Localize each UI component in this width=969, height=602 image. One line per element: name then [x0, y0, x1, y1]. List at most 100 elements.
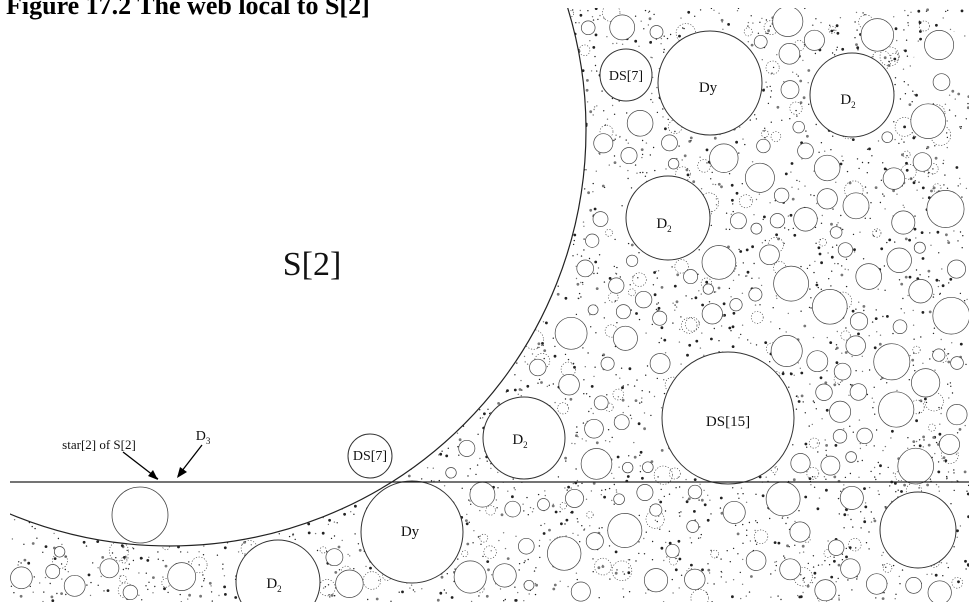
dust-dot [641, 476, 644, 480]
dust-dot [634, 15, 637, 17]
dust-dot [938, 280, 940, 282]
dotted-ring [710, 549, 719, 559]
dust-dot [328, 594, 330, 596]
dust-dot [890, 437, 892, 439]
small-disk [839, 485, 864, 510]
dust-dot [738, 274, 740, 276]
dust-dot [927, 269, 931, 273]
dust-dot [749, 119, 751, 121]
dust-dot [946, 477, 948, 479]
dust-dot [513, 388, 517, 392]
dotted-ring [681, 317, 698, 334]
dust-dot [639, 450, 643, 454]
dust-dot [701, 303, 704, 307]
dust-dot [56, 592, 58, 595]
dust-dot [753, 262, 755, 265]
dust-dot [725, 228, 727, 230]
dust-dot [585, 169, 587, 171]
dotted-ring [765, 60, 780, 75]
dust-dot [576, 282, 580, 286]
dust-dot [918, 439, 921, 441]
dust-dot [454, 568, 456, 570]
dust-dot [502, 532, 505, 534]
dust-dot [288, 535, 291, 538]
dust-dot [767, 29, 770, 33]
dust-dot [843, 527, 845, 529]
disk-s2 [10, 8, 587, 547]
dotted-ring [602, 8, 621, 22]
dust-dot [31, 525, 33, 528]
dust-dot [398, 591, 400, 593]
dust-dot [776, 297, 778, 300]
dust-dot [956, 529, 959, 533]
small-disks [10, 8, 969, 602]
dust-dot [445, 454, 449, 458]
dotted-ring [604, 402, 614, 412]
dust-dot [806, 446, 808, 448]
dust-dot [742, 138, 744, 140]
dust-dot [728, 326, 732, 330]
dust-dot [759, 304, 761, 306]
dust-dot [524, 560, 526, 562]
dust-dot [847, 514, 849, 516]
dust-dot [771, 72, 773, 74]
dust-dot [120, 544, 124, 547]
small-disk [803, 29, 825, 51]
dust-dot [592, 46, 596, 49]
dust-dot [656, 111, 659, 114]
dust-dot [912, 364, 915, 366]
dust-dot [678, 557, 682, 561]
dust-dot [798, 180, 801, 183]
dust-dot [619, 135, 621, 138]
dust-dot [152, 592, 154, 594]
dust-dot [469, 500, 471, 502]
dust-dot [870, 202, 872, 204]
small-disk [458, 439, 476, 457]
dust-dot [766, 86, 768, 88]
dust-dot [833, 559, 836, 563]
dust-dot [44, 545, 48, 548]
dust-dot [627, 177, 629, 180]
small-disk [626, 110, 654, 137]
label-d3-main: D [196, 429, 206, 444]
dust-dot [601, 489, 603, 491]
dust-dot [779, 328, 781, 330]
dust-dot [646, 365, 649, 367]
dotted-ring [770, 131, 782, 142]
dust-dot [834, 444, 838, 447]
dust-dot [947, 383, 949, 385]
dust-dot [942, 159, 945, 162]
small-disk [45, 564, 61, 579]
small-disk [636, 484, 654, 501]
dust-dot [657, 302, 660, 304]
dust-dot [720, 185, 723, 189]
dust-dot [630, 417, 633, 420]
dust-dot [874, 413, 876, 415]
dust-dot [776, 54, 778, 56]
small-disk [830, 226, 843, 239]
dust-dot [728, 287, 731, 290]
dust-dot [483, 412, 486, 416]
dust-dot [790, 162, 794, 165]
dust-dot [900, 138, 903, 140]
dust-dot [611, 499, 613, 502]
dust-dot [579, 9, 581, 12]
dust-dot [912, 136, 916, 140]
dust-dot [761, 17, 763, 20]
dust-dot [709, 499, 711, 501]
dust-dot [685, 295, 687, 297]
dust-dot [774, 200, 776, 202]
dust-dot [533, 570, 536, 572]
dust-dot [833, 29, 835, 31]
dust-dot [838, 383, 840, 386]
dust-dot [633, 441, 635, 444]
dust-dot [948, 109, 951, 111]
dust-dot [564, 398, 567, 400]
dust-dot [916, 189, 918, 191]
small-disk [686, 520, 700, 533]
dust-dot [725, 581, 727, 583]
dotted-ring [808, 437, 820, 449]
dust-dot [686, 173, 690, 177]
small-disk [643, 568, 669, 593]
dust-dot [145, 572, 147, 574]
